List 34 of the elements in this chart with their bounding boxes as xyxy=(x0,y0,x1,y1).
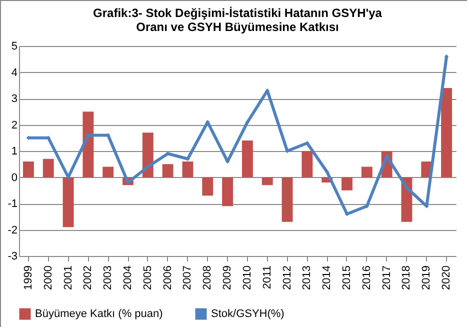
x-tick-label: 2015 xyxy=(341,266,353,290)
x-tick-label: 2011 xyxy=(261,266,274,290)
legend-label: Stok/GSYH(%) xyxy=(211,308,284,320)
x-tick-label: 2019 xyxy=(420,266,433,290)
x-tick-label: 2007 xyxy=(182,266,194,290)
x-tick-label: 2000 xyxy=(42,266,54,290)
legend-label: Büyümeye Katkı (% puan) xyxy=(35,308,163,320)
y-tick-label: -1 xyxy=(8,198,18,210)
x-tick-label: 2004 xyxy=(122,266,134,290)
x-tick-label: 2009 xyxy=(222,266,234,290)
x-tick-label: 2001 xyxy=(62,266,74,290)
x-tick-label: 2017 xyxy=(380,266,393,290)
y-tick-label: 2 xyxy=(11,119,18,132)
y-tick-label: -3 xyxy=(8,250,18,262)
y-tick-label: 1 xyxy=(11,146,18,158)
x-tick-label: 2018 xyxy=(400,266,413,290)
y-tick-label: 5 xyxy=(11,40,18,52)
x-tick-label: 2005 xyxy=(142,266,154,290)
x-tick-label: 2010 xyxy=(241,266,254,290)
y-tick-label: 0 xyxy=(11,172,18,184)
x-tick-label: 2012 xyxy=(281,266,294,290)
x-tick-label: 2006 xyxy=(162,266,174,290)
x-tick-label: 2016 xyxy=(360,266,373,290)
chart-title: Grafik:3- Stok Değişimi-İstatistiki Hatanın GSYH'ya Oranı ve GSYH Büyümesine Katkısı xyxy=(93,6,382,34)
y-tick-label: 4 xyxy=(11,66,18,79)
x-tick-label: 2008 xyxy=(202,266,214,290)
x-tick-label: 2014 xyxy=(321,266,334,290)
x-tick-label: 1999 xyxy=(22,266,34,290)
x-tick-label: 2013 xyxy=(301,266,314,290)
y-tick-label: 3 xyxy=(11,93,18,105)
x-tick-label: 2003 xyxy=(102,266,114,290)
x-tick-label: 2002 xyxy=(82,266,94,290)
y-tick-label: -2 xyxy=(8,224,18,236)
x-tick-label: 2020 xyxy=(440,266,453,290)
